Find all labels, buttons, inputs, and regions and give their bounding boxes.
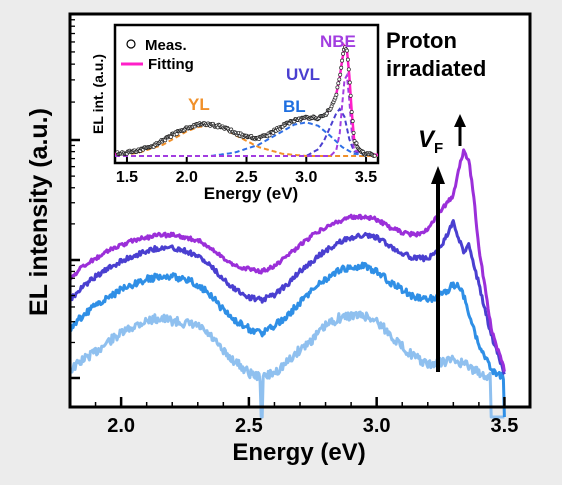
forward-voltage-up-arrow-head bbox=[454, 114, 466, 127]
inset-measured-point bbox=[349, 110, 354, 114]
inset-component-3 bbox=[115, 72, 379, 157]
inset-measured-point bbox=[340, 58, 345, 63]
main-series-line-1 bbox=[68, 261, 506, 418]
inset-measured-group bbox=[115, 45, 377, 158]
peak-label-nbe: NBE bbox=[320, 32, 356, 51]
inset-measured-point bbox=[346, 67, 351, 72]
inset-measured-point bbox=[338, 72, 343, 77]
legend-meas-label: Meas. bbox=[145, 37, 187, 54]
main-x-tick-label: 3.0 bbox=[363, 415, 391, 437]
inset-measured-point bbox=[351, 130, 356, 135]
main-plot-frame bbox=[68, 12, 532, 409]
legend-meas-marker bbox=[126, 39, 136, 49]
inset-measured-point bbox=[350, 119, 355, 124]
main-x-axis-label: Energy (eV) bbox=[232, 439, 365, 466]
main-x-tick-label: 2.5 bbox=[235, 415, 263, 437]
inset-legend: Meas. Fitting bbox=[121, 37, 194, 73]
legend-fitting-label: Fitting bbox=[148, 56, 194, 73]
inset-measured-point bbox=[335, 85, 340, 90]
inset-x-axis-label: Energy (eV) bbox=[204, 184, 298, 203]
inset-x-tick-label: 3.5 bbox=[355, 169, 377, 186]
inset-measured-point bbox=[345, 57, 350, 62]
inset-measured-point bbox=[347, 80, 352, 85]
inset-component-0 bbox=[114, 124, 378, 157]
inset-components-group bbox=[114, 72, 379, 157]
inset-measured-point bbox=[348, 93, 353, 98]
peak-label-yl: YL bbox=[188, 95, 210, 114]
inset-plot: 1.5 2.0 2.5 3.0 3.5 Energy (eV) EL int. (a.u… bbox=[90, 23, 380, 203]
main-series-line-2 bbox=[68, 219, 506, 375]
inset-measured-point bbox=[344, 48, 349, 53]
forward-voltage-label: V bbox=[418, 126, 436, 153]
main-series-group bbox=[68, 148, 506, 419]
peak-label-bl: BL bbox=[283, 97, 306, 116]
annotation-irradiated: irradiated bbox=[386, 56, 486, 81]
inset-x-tick-label: 2.5 bbox=[235, 169, 257, 186]
main-x-tick-label: 3.5 bbox=[491, 415, 519, 437]
inset-measured-point bbox=[334, 92, 339, 97]
peak-label-uvl: UVL bbox=[286, 65, 320, 84]
inset-measured-point bbox=[267, 133, 272, 138]
inset-measured-point bbox=[337, 77, 342, 82]
inset-measured-point bbox=[372, 153, 377, 158]
annotation-proton: Proton bbox=[386, 28, 457, 53]
inset-measured-point bbox=[354, 141, 359, 146]
inset-measured-point bbox=[339, 65, 344, 70]
inset-x-tick-label: 2.0 bbox=[176, 169, 198, 186]
inset-measured-point bbox=[336, 81, 341, 86]
forward-voltage-subscript: F bbox=[434, 140, 443, 157]
inset-measured-point bbox=[341, 51, 346, 56]
main-y-axis-label: EL intensity (a.u.) bbox=[25, 108, 53, 316]
inset-measured-point bbox=[168, 134, 173, 139]
inset-x-tick-label: 3.0 bbox=[295, 169, 317, 186]
inset-y-axis-label: EL int. (a.u.) bbox=[90, 54, 106, 134]
inset-x-ticks: 1.5 2.0 2.5 3.0 3.5 bbox=[116, 157, 377, 186]
forward-voltage-arrow-head bbox=[431, 166, 445, 184]
inset-measured-point bbox=[324, 111, 329, 116]
inset-x-tick-label: 1.5 bbox=[116, 169, 138, 186]
main-series-line-3 bbox=[69, 148, 506, 372]
main-x-tick-label: 2.0 bbox=[107, 415, 135, 437]
main-series-line-0 bbox=[68, 310, 505, 419]
